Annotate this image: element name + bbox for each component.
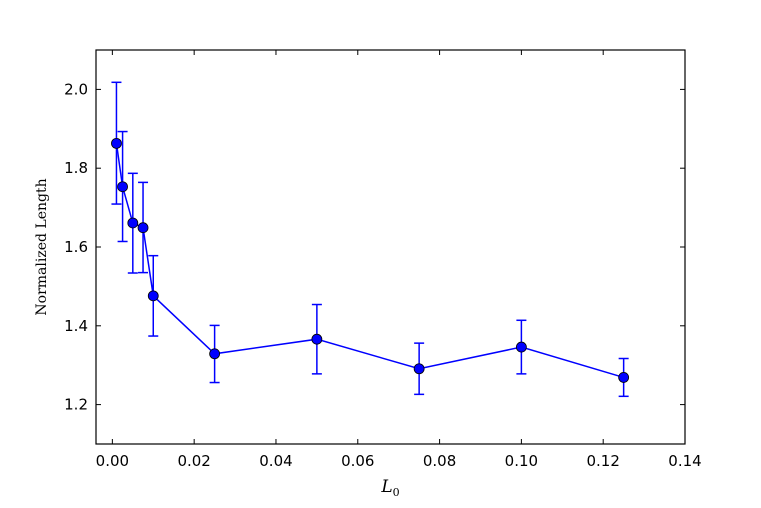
x-tick-label: 0.02 bbox=[177, 452, 210, 470]
x-tick-label: 0.06 bbox=[341, 452, 374, 470]
x-tick-label: 0.12 bbox=[586, 452, 619, 470]
x-tick-label: 0.08 bbox=[423, 452, 456, 470]
data-point bbox=[117, 181, 128, 193]
x-axis-label-subscript: 0 bbox=[393, 486, 400, 499]
x-tick-label: 0.04 bbox=[259, 452, 292, 470]
data-point bbox=[209, 348, 221, 360]
data-point bbox=[413, 363, 425, 375]
ticks-layer: 0.00 0.02 0.04 0.06 0.08 0.10 0.12 0.14 1.2 1.4 1.… bbox=[64, 50, 702, 470]
data-point bbox=[147, 290, 159, 302]
data-point bbox=[137, 222, 149, 234]
y-tick-label: 2.0 bbox=[64, 80, 88, 98]
data-point bbox=[618, 372, 630, 383]
data-point bbox=[311, 333, 323, 345]
data-point bbox=[111, 137, 122, 149]
x-axis-label: L0 bbox=[380, 477, 399, 499]
plot-layer bbox=[111, 81, 630, 398]
data-point bbox=[515, 341, 527, 353]
series-line bbox=[115, 143, 624, 379]
x-tick-label: 0.10 bbox=[505, 452, 538, 470]
x-tick-label: 0.14 bbox=[668, 452, 701, 470]
y-axis-label: Normalized Length bbox=[34, 178, 50, 315]
data-point bbox=[127, 217, 139, 229]
y-tick-label: 1.2 bbox=[64, 396, 88, 414]
y-tick-label: 1.8 bbox=[64, 159, 88, 177]
y-tick-label: 1.4 bbox=[64, 317, 88, 335]
x-tick-label: 0.00 bbox=[96, 452, 129, 470]
x-axis-label-main: L bbox=[380, 477, 392, 497]
y-tick-label: 1.6 bbox=[64, 238, 88, 256]
